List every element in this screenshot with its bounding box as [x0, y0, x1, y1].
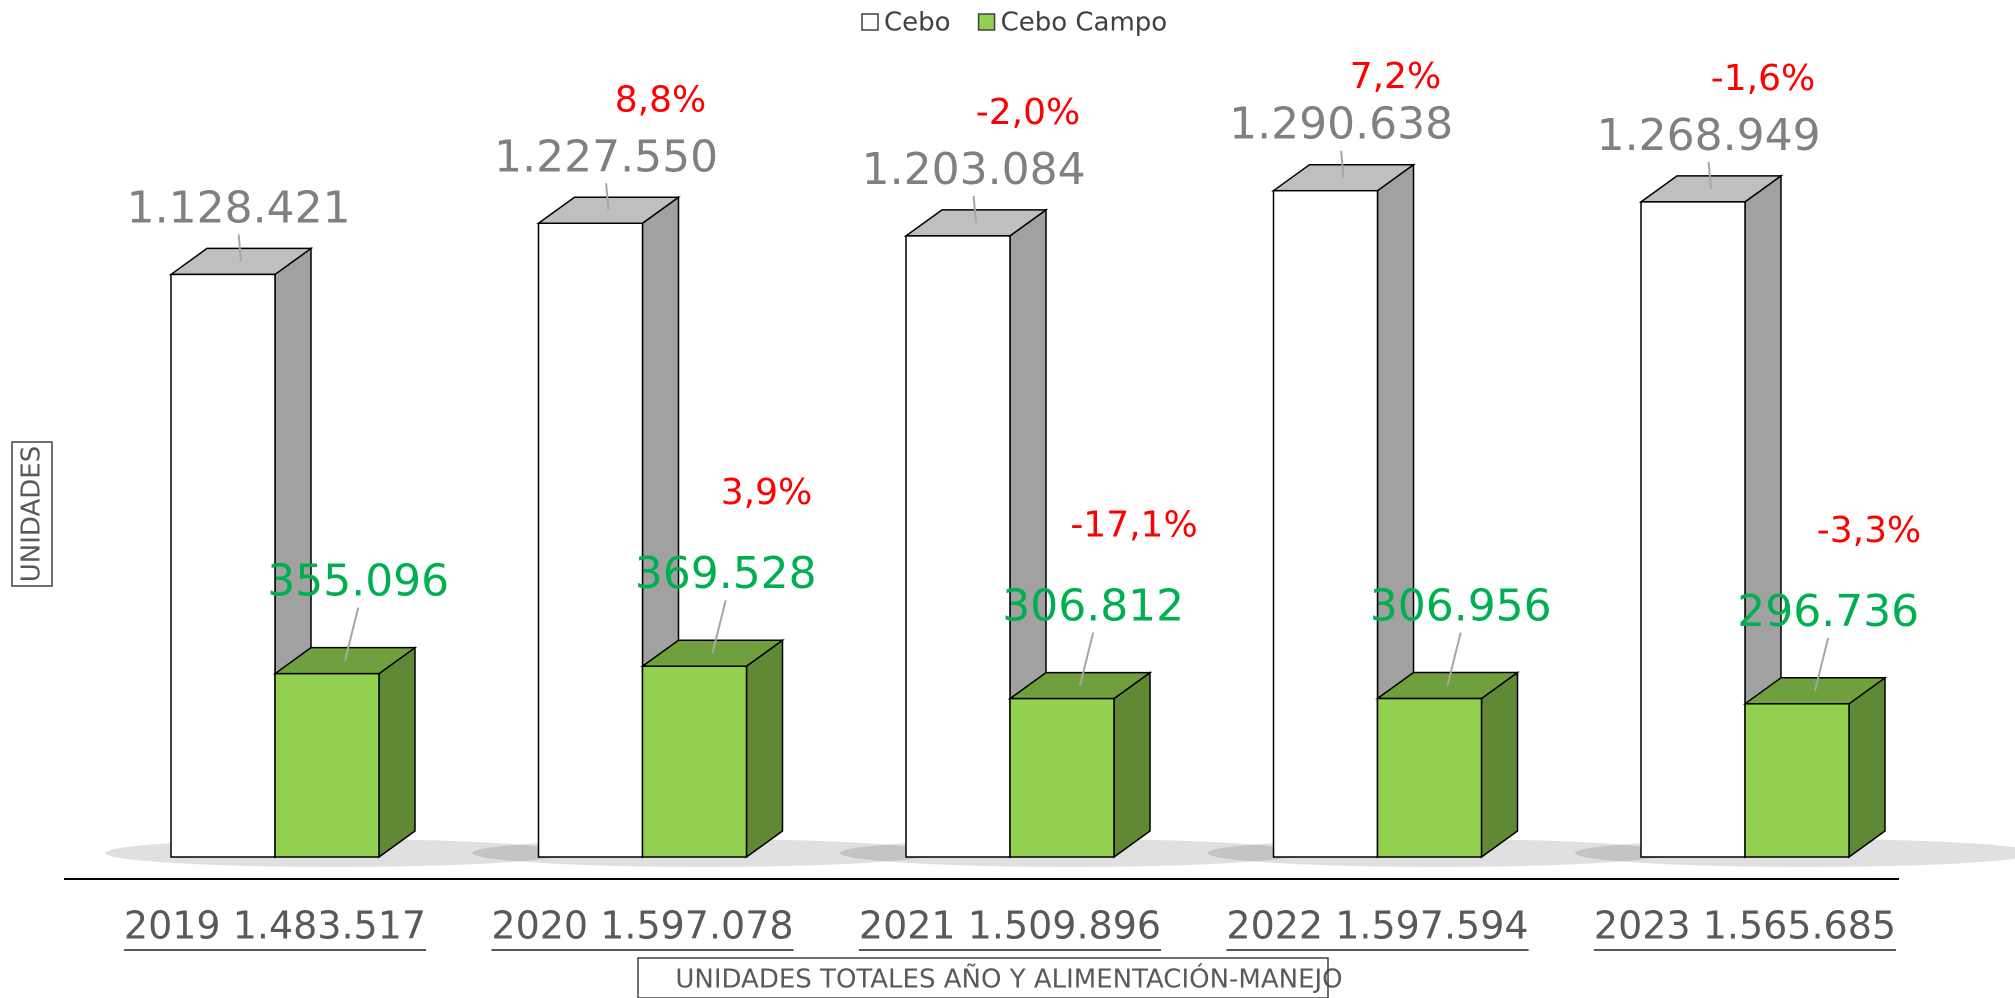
y-label-box — [11, 441, 53, 587]
x-tick-label: 2019 1.483.517 — [124, 904, 426, 948]
legend-swatch — [861, 13, 879, 31]
change-label: -17,1% — [1070, 505, 1197, 546]
value-label: 369.528 — [635, 548, 817, 599]
x-tick-label: 2023 1.565.685 — [1594, 904, 1896, 948]
bar-side — [1848, 676, 1886, 859]
y-axis-label: UNIDADES — [17, 446, 47, 582]
legend-label: Cebo — [884, 8, 951, 38]
change-label: 3,9% — [721, 472, 812, 513]
bar — [641, 665, 748, 858]
bar — [1640, 201, 1746, 858]
leader-line — [1079, 632, 1095, 686]
bar — [537, 222, 644, 858]
leader-line — [237, 234, 242, 262]
leader-line — [1814, 637, 1830, 692]
bar — [274, 672, 380, 858]
bar — [1272, 189, 1379, 858]
x-label-box — [637, 957, 1329, 998]
value-label: 306.956 — [1370, 581, 1552, 632]
leader-line — [1340, 150, 1345, 178]
value-label: 1.290.638 — [1229, 99, 1453, 150]
leader-line — [1707, 161, 1712, 189]
bar — [170, 273, 276, 858]
bar-side — [745, 638, 784, 859]
value-label: 306.812 — [1002, 581, 1184, 632]
leader-line — [344, 607, 360, 661]
legend-label: Cebo Campo — [1001, 8, 1168, 38]
x-tick-label: 2021 1.509.896 — [859, 904, 1161, 948]
change-label: 7,2% — [1350, 56, 1441, 97]
value-label: 296.736 — [1737, 586, 1919, 637]
value-label: 1.203.084 — [862, 144, 1086, 195]
bar — [1376, 697, 1483, 858]
leader-line — [1446, 632, 1462, 686]
change-label: -1,6% — [1711, 58, 1815, 99]
change-label: -2,0% — [976, 92, 1080, 133]
value-label: 1.227.550 — [494, 131, 718, 182]
bar-side — [1113, 671, 1151, 859]
legend-swatch — [977, 13, 996, 31]
leader-line — [605, 183, 610, 211]
x-axis-label: UNIDADES TOTALES AÑO Y ALIMENTACIÓN-MANE… — [675, 963, 1342, 995]
leader-line — [972, 195, 977, 223]
leader-line — [711, 599, 727, 654]
value-label: 1.128.421 — [127, 182, 351, 233]
change-label: -3,3% — [1817, 510, 1921, 551]
bar — [1009, 697, 1115, 858]
change-label: 8,8% — [615, 79, 706, 120]
bar — [905, 235, 1011, 858]
x-tick-label: 2022 1.597.594 — [1226, 904, 1528, 948]
x-tick-label: 2020 1.597.078 — [491, 904, 793, 948]
value-label: 355.096 — [267, 556, 449, 607]
bar — [1744, 703, 1850, 858]
bar-side — [378, 646, 416, 859]
value-label: 1.268.949 — [1597, 110, 1821, 161]
bar-side — [1480, 671, 1519, 859]
